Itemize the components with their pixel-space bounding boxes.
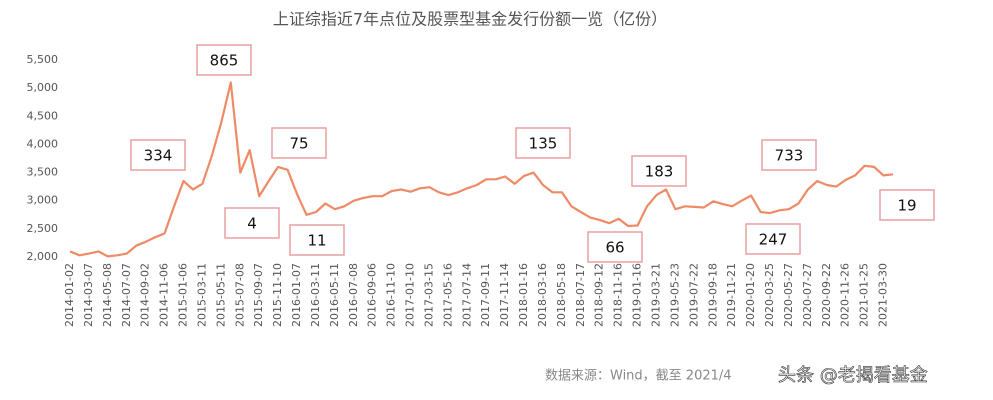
x-tick-label: 2020-05-27 xyxy=(782,263,795,327)
x-tick-label: 2014-03-07 xyxy=(82,263,95,327)
x-tick-label: 2015-09-07 xyxy=(252,263,265,327)
x-tick-label: 2015-07-08 xyxy=(233,263,246,327)
x-tick-label: 2017-03-15 xyxy=(422,263,435,327)
x-tick-label: 2015-11-10 xyxy=(271,263,284,327)
chart-title: 上证综指近7年点位及股票型基金发行份额一览（亿份） xyxy=(273,10,667,29)
annotation-label: 11 xyxy=(307,232,326,250)
annotation-box xyxy=(289,224,345,256)
x-tick-label: 2017-11-14 xyxy=(498,263,511,327)
x-tick-label: 2016-01-07 xyxy=(290,263,303,327)
y-tick-label: 2,500 xyxy=(27,222,59,235)
x-tick-label: 2014-11-06 xyxy=(158,263,171,327)
x-tick-label: 2014-09-02 xyxy=(139,263,152,327)
annotation-label: 19 xyxy=(897,197,916,215)
x-tick-label: 2017-01-10 xyxy=(404,263,417,327)
x-tick-label: 2020-09-22 xyxy=(820,263,833,327)
y-tick-label: 4,500 xyxy=(27,109,59,122)
x-tick-label: 2019-01-16 xyxy=(631,263,644,327)
annotation-box xyxy=(515,127,571,159)
y-tick-label: 5,500 xyxy=(27,53,59,66)
x-tick-label: 2018-11-16 xyxy=(612,263,625,327)
x-tick-label: 2019-09-18 xyxy=(706,263,719,327)
x-tick-label: 2016-09-06 xyxy=(366,263,379,327)
x-tick-label: 2018-05-18 xyxy=(555,263,568,327)
annotation-label: 334 xyxy=(144,147,173,165)
y-tick-label: 4,000 xyxy=(27,137,59,150)
x-tick-label: 2019-03-21 xyxy=(650,263,663,327)
x-tick-label: 2015-03-11 xyxy=(195,263,208,327)
x-tick-label: 2019-07-22 xyxy=(687,263,700,327)
x-tick-label: 2021-03-30 xyxy=(877,263,890,327)
watermark: 头条 @老揭看基金 xyxy=(778,365,928,386)
x-tick-label: 2019-05-23 xyxy=(668,263,681,327)
y-tick-label: 5,000 xyxy=(27,81,59,94)
x-tick-label: 2016-07-08 xyxy=(347,263,360,327)
x-tick-label: 2020-03-25 xyxy=(763,263,776,327)
annotation-box xyxy=(196,44,252,76)
annotation-box xyxy=(631,155,687,187)
y-tick-label: 3,500 xyxy=(27,166,59,179)
annotation-label: 75 xyxy=(289,135,308,153)
x-tick-label: 2016-05-11 xyxy=(328,263,341,327)
x-tick-label: 2021-01-25 xyxy=(858,263,871,327)
x-tick-label: 2015-01-06 xyxy=(177,263,190,327)
annotation-label: 66 xyxy=(605,239,624,257)
annotation-label: 865 xyxy=(210,52,239,70)
x-tick-label: 2018-09-12 xyxy=(593,263,606,327)
annotation-box xyxy=(271,127,327,159)
x-tick-label: 2017-07-14 xyxy=(460,263,473,327)
x-tick-label: 2020-01-20 xyxy=(744,263,757,327)
y-tick-label: 3,000 xyxy=(27,194,59,207)
annotation-box xyxy=(224,207,280,239)
x-tick-label: 2014-07-07 xyxy=(120,263,133,327)
annotation-box xyxy=(130,139,186,171)
x-tick-label: 2017-09-11 xyxy=(479,263,492,327)
x-tick-label: 2020-11-26 xyxy=(839,263,852,327)
index-line xyxy=(69,81,894,258)
y-tick-label: 2,000 xyxy=(27,250,59,263)
x-tick-label: 2017-05-16 xyxy=(441,263,454,327)
annotation-box xyxy=(761,139,817,171)
x-tick-label: 2018-01-16 xyxy=(517,263,530,327)
annotation-box xyxy=(745,223,801,255)
annotation-box xyxy=(879,189,935,221)
x-tick-label: 2016-11-10 xyxy=(385,263,398,327)
annotation-label: 135 xyxy=(529,135,558,153)
x-tick-label: 2019-11-21 xyxy=(725,263,738,327)
annotation-label: 733 xyxy=(775,147,804,165)
x-tick-label: 2014-01-02 xyxy=(63,263,76,327)
x-tick-label: 2015-05-11 xyxy=(214,263,227,327)
annotation-label: 4 xyxy=(247,215,257,233)
source-note: 数据来源：Wind，截至 2021/4 xyxy=(545,369,732,384)
annotation-label: 183 xyxy=(645,163,674,181)
x-tick-label: 2018-07-17 xyxy=(574,263,587,327)
x-tick-label: 2018-03-16 xyxy=(536,263,549,327)
annotation-box xyxy=(587,231,643,263)
x-tick-label: 2020-07-27 xyxy=(801,263,814,327)
annotation-label: 247 xyxy=(759,231,788,249)
x-tick-label: 2014-05-08 xyxy=(101,263,114,327)
x-tick-label: 2016-03-11 xyxy=(309,263,322,327)
